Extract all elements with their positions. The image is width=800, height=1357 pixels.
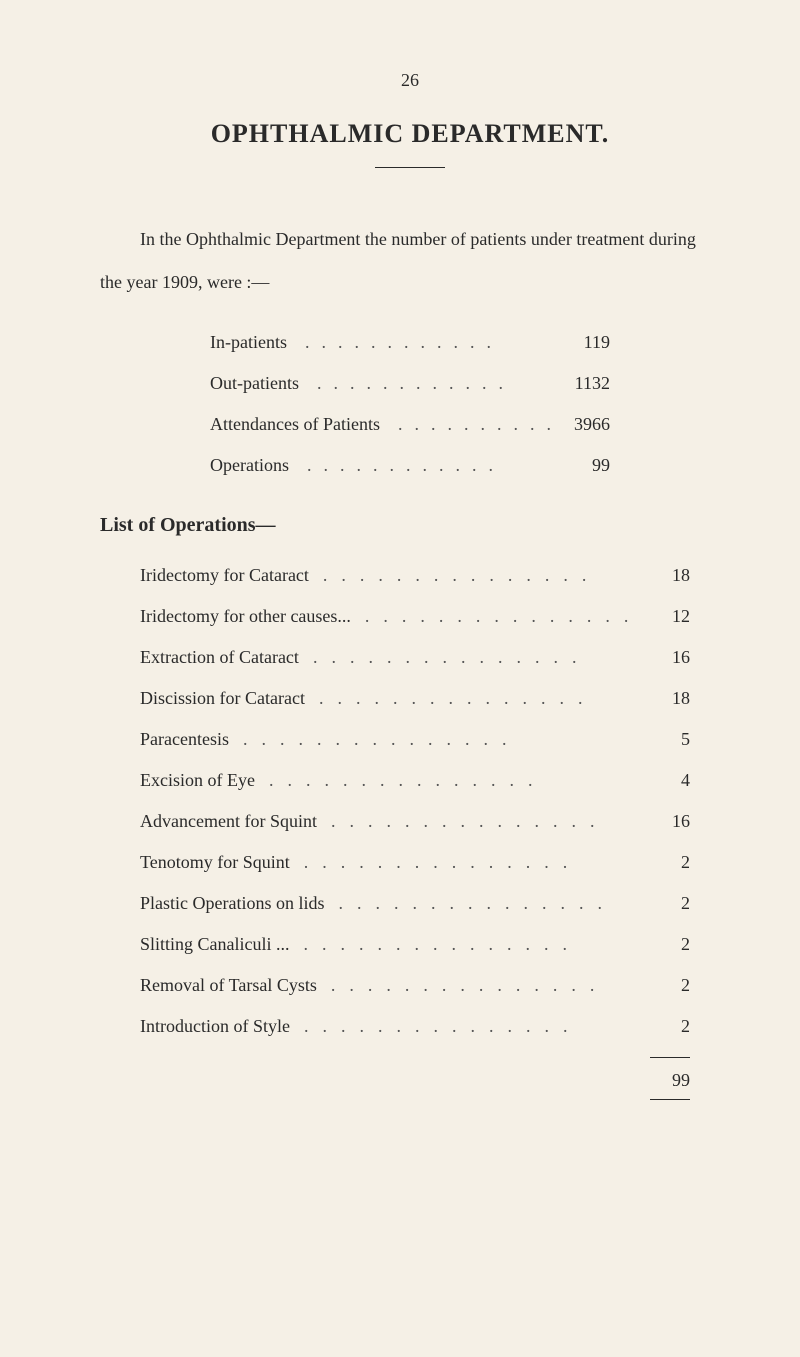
leader-dots: ...............: [290, 934, 661, 955]
operation-value: 2: [660, 893, 690, 914]
operation-label: Introduction of Style: [140, 1016, 290, 1037]
operation-value: 12: [660, 606, 690, 627]
operation-row: Advancement for Squint ............... 1…: [100, 811, 720, 832]
operations-total: 99: [100, 1070, 720, 1091]
stats-block: In-patients ............ 119 Out-patient…: [100, 332, 720, 476]
leader-dots: ...............: [290, 852, 660, 873]
operation-row: Excision of Eye ............... 4: [100, 770, 720, 791]
leader-dots: ...............: [305, 688, 660, 709]
total-rule-top: [650, 1057, 690, 1058]
leader-dots: ...............: [229, 729, 660, 750]
operation-label: Advancement for Squint: [140, 811, 317, 832]
leader-dots: ...............: [299, 647, 660, 668]
stat-row: Out-patients ............ 1132: [100, 373, 720, 394]
total-rule-bottom: [650, 1099, 690, 1100]
leader-dots: ............: [299, 373, 550, 394]
leader-dots: ...............: [255, 770, 660, 791]
operation-value: 2: [660, 934, 690, 955]
operation-label: Paracentesis: [140, 729, 229, 750]
leader-dots: ...............: [317, 975, 660, 996]
stat-label: Attendances of Patients: [210, 414, 380, 435]
leader-dots: ...............: [324, 893, 660, 914]
operation-row: Plastic Operations on lids .............…: [100, 893, 720, 914]
stat-row: Attendances of Patients ............ 396…: [100, 414, 720, 435]
operation-value: 2: [660, 1016, 690, 1037]
operation-value: 18: [660, 565, 690, 586]
title-divider: [375, 167, 445, 168]
stat-value: 3966: [550, 414, 610, 435]
leader-dots: ...............: [290, 1016, 660, 1037]
stat-value: 119: [550, 332, 610, 353]
operation-label: Iridectomy for Cataract: [140, 565, 309, 586]
leader-dots: ...............: [351, 606, 660, 627]
operation-row: Iridectomy for Cataract ............... …: [100, 565, 720, 586]
leader-dots: ............: [380, 414, 550, 435]
operation-row: Introduction of Style ............... 2: [100, 1016, 720, 1037]
stat-label: Out-patients: [210, 373, 299, 394]
stat-value: 99: [550, 455, 610, 476]
page-number: 26: [100, 70, 720, 91]
stat-value: 1132: [550, 373, 610, 394]
page-title: OPHTHALMIC DEPARTMENT.: [100, 119, 720, 149]
operation-row: Tenotomy for Squint ............... 2: [100, 852, 720, 873]
operation-label: Plastic Operations on lids: [140, 893, 324, 914]
operations-list: Iridectomy for Cataract ............... …: [100, 565, 720, 1037]
operation-row: Discission for Cataract ............... …: [100, 688, 720, 709]
operation-label: Removal of Tarsal Cysts: [140, 975, 317, 996]
leader-dots: ............: [289, 455, 550, 476]
operation-row: Removal of Tarsal Cysts ............... …: [100, 975, 720, 996]
operation-label: Discission for Cataract: [140, 688, 305, 709]
operation-label: Extraction of Cataract: [140, 647, 299, 668]
intro-paragraph: In the Ophthalmic Department the number …: [100, 218, 720, 304]
operation-value: 16: [660, 811, 690, 832]
operation-label: Excision of Eye: [140, 770, 255, 791]
operation-label: Slitting Canaliculi ...: [140, 934, 290, 955]
stat-label: Operations: [210, 455, 289, 476]
operation-row: Paracentesis ............... 5: [100, 729, 720, 750]
operation-value: 2: [660, 975, 690, 996]
operation-row: Iridectomy for other causes... .........…: [100, 606, 720, 627]
operation-row: Extraction of Cataract ............... 1…: [100, 647, 720, 668]
operation-label: Tenotomy for Squint: [140, 852, 290, 873]
leader-dots: ............: [287, 332, 550, 353]
operation-value: 5: [660, 729, 690, 750]
section-heading: List of Operations—: [100, 514, 720, 537]
operation-value: 2: [660, 852, 690, 873]
operation-row: Slitting Canaliculi ... ............... …: [100, 934, 720, 955]
operation-value: 16: [660, 647, 690, 668]
leader-dots: ...............: [317, 811, 660, 832]
stat-label: In-patients: [210, 332, 287, 353]
operation-value: 18: [660, 688, 690, 709]
operation-value: 4: [660, 770, 690, 791]
leader-dots: ...............: [309, 565, 660, 586]
stat-row: In-patients ............ 119: [100, 332, 720, 353]
stat-row: Operations ............ 99: [100, 455, 720, 476]
operation-label: Iridectomy for other causes...: [140, 606, 351, 627]
